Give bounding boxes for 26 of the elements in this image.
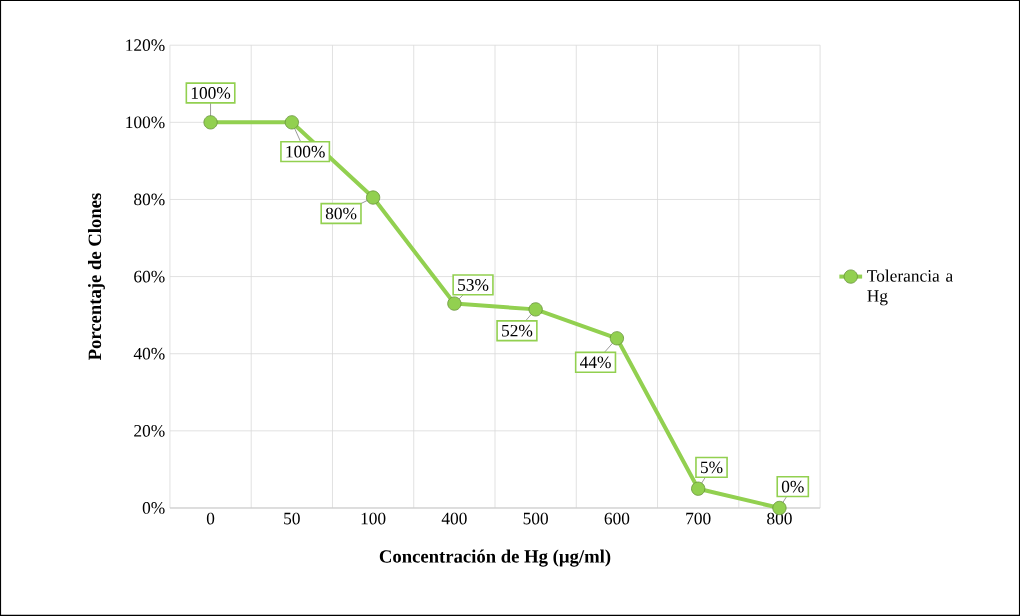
y-tick-label: 100%	[126, 116, 165, 129]
y-axis-title: Porcentaje de Clones	[87, 193, 105, 361]
x-axis-title: Concentración de Hg (µg/ml)	[379, 549, 611, 567]
data-label: 44%	[580, 356, 611, 369]
x-tick-label: 100	[361, 512, 386, 525]
data-label: 100%	[191, 87, 231, 99]
y-tick-label: 60%	[134, 270, 165, 283]
y-tick-label: 0%	[142, 502, 165, 514]
x-tick-label: 600	[604, 512, 630, 525]
legend-label: Tolerancia a Hg	[867, 269, 953, 306]
x-tick-label: 0	[206, 512, 215, 525]
x-tick-label: 700	[686, 512, 711, 525]
data-label: 5%	[700, 461, 723, 474]
data-label: 52%	[502, 324, 533, 337]
data-label: 53%	[458, 279, 489, 291]
y-tick-label: 20%	[134, 425, 165, 437]
x-tick-label: 500	[523, 512, 548, 525]
data-label: 0%	[781, 480, 804, 493]
y-tick-label: 80%	[134, 193, 165, 206]
x-tick-label: 800	[767, 512, 792, 525]
y-tick-label: 120%	[126, 39, 165, 52]
data-label: 100%	[286, 145, 325, 158]
x-tick-label: 50	[284, 512, 300, 525]
data-label: 80%	[325, 207, 357, 220]
y-tick-label: 40%	[133, 347, 165, 360]
x-tick-label: 400	[441, 512, 467, 525]
